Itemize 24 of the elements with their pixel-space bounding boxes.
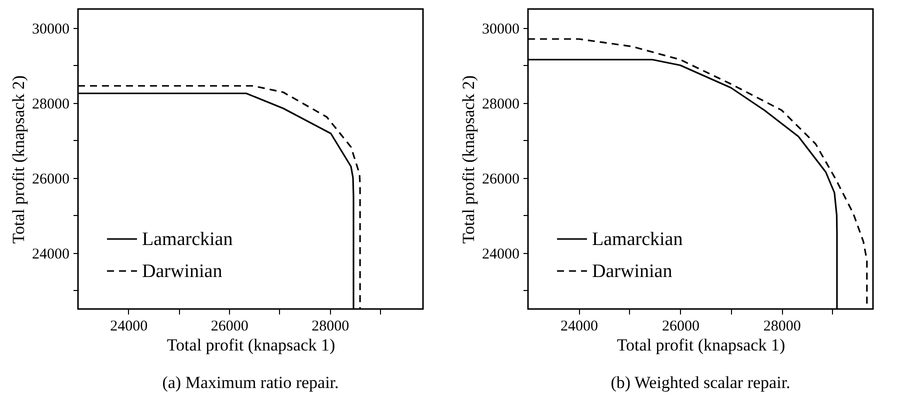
text: (a) Maximum ratio repair. <box>162 373 339 392</box>
x-tick-label: 28000 <box>312 318 350 334</box>
x-axis-title: Total profit (knapsack 1) <box>616 336 786 354</box>
x-tick-label: 24000 <box>110 318 148 334</box>
y-tick-label: 24000 <box>32 246 70 262</box>
legend-label: Darwinian <box>142 261 223 282</box>
legend-label: Darwinian <box>592 261 673 282</box>
legend-label: Lamarckian <box>142 229 234 250</box>
y-tick-label: 30000 <box>32 21 70 38</box>
y-tick-label: 26000 <box>32 171 70 188</box>
y-tick-label: 30000 <box>482 21 520 38</box>
y-axis-title: Total profit (knapsack 2) <box>459 75 478 244</box>
y-tick-label: 28000 <box>482 96 520 112</box>
legend-label: Lamarckian <box>592 229 684 250</box>
x-tick-label: 24000 <box>560 318 598 334</box>
y-tick-label: 24000 <box>482 246 520 262</box>
text: (b) Weighted scalar repair. <box>610 373 790 392</box>
x-tick-label: 26000 <box>662 318 700 334</box>
x-axis-title: Total profit (knapsack 1) <box>166 336 336 354</box>
y-axis-title: Total profit (knapsack 2) <box>9 75 28 244</box>
x-tick-label: 28000 <box>763 318 801 334</box>
y-tick-label: 26000 <box>482 171 520 188</box>
x-tick-label: 26000 <box>210 318 248 334</box>
y-tick-label: 28000 <box>32 96 70 112</box>
